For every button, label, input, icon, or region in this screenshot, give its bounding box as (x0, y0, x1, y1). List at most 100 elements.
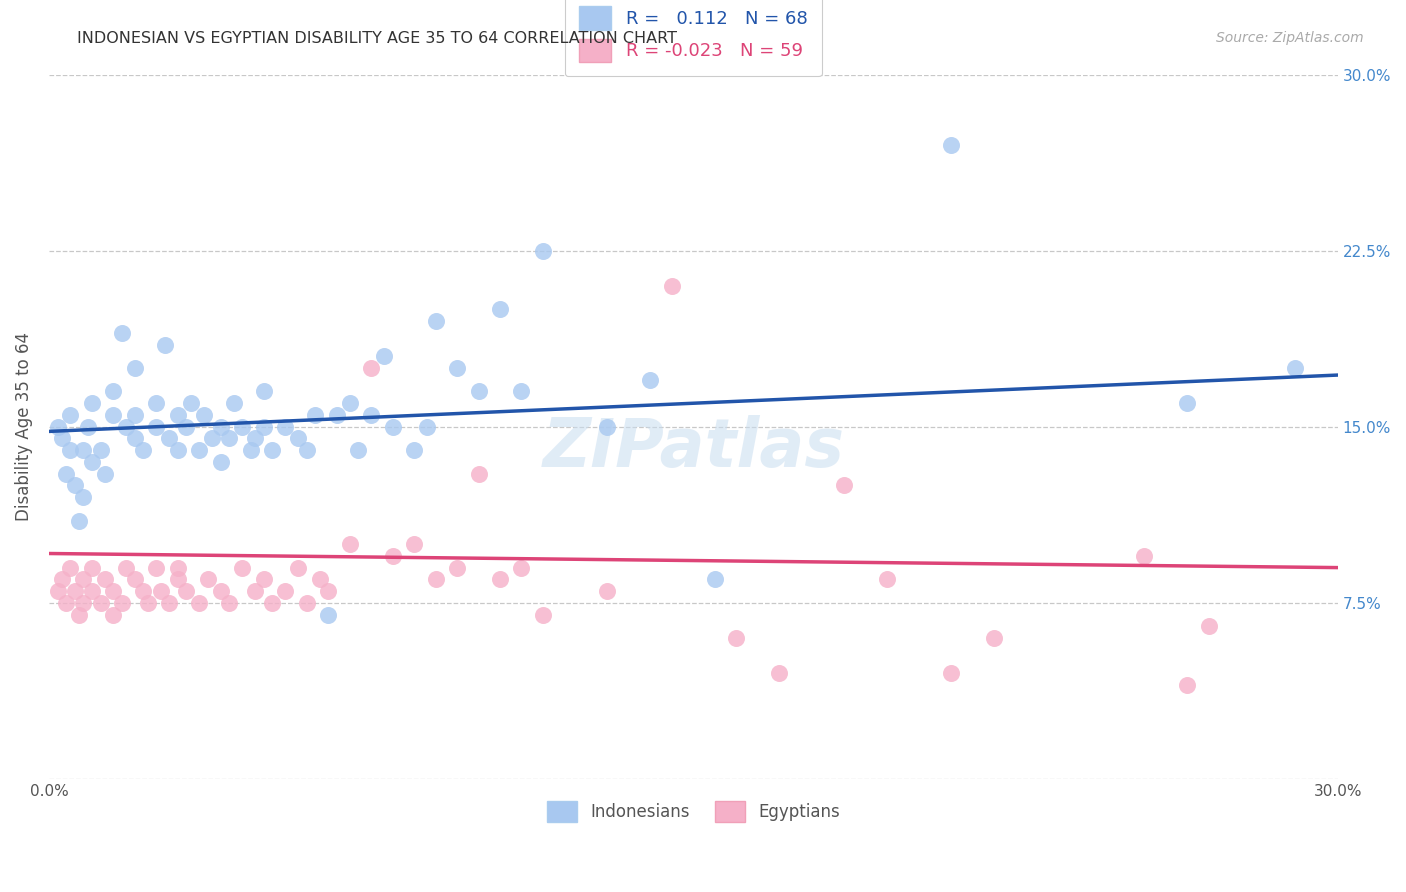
Text: Source: ZipAtlas.com: Source: ZipAtlas.com (1216, 31, 1364, 45)
Point (596, 584, 619, 599)
Point (1175, 678, 1198, 692)
Point (76, 419, 98, 434)
Point (132, 584, 155, 599)
Point (72, 572, 94, 586)
Point (94, 572, 117, 586)
Point (725, 631, 748, 645)
Point (231, 419, 253, 434)
Point (274, 419, 297, 434)
Point (176, 419, 198, 434)
Point (166, 560, 188, 574)
Point (274, 584, 297, 599)
Point (124, 572, 146, 586)
Point (111, 326, 134, 340)
Point (46, 419, 69, 434)
Point (339, 396, 361, 410)
Point (222, 396, 245, 410)
Text: INDONESIAN VS EGYPTIAN DISABILITY AGE 35 TO 64 CORRELATION CHART: INDONESIAN VS EGYPTIAN DISABILITY AGE 35… (77, 31, 678, 46)
Point (531, 607, 554, 622)
Point (180, 396, 202, 410)
Point (124, 361, 146, 376)
Point (446, 361, 468, 376)
Point (287, 560, 309, 574)
Point (939, 138, 962, 153)
Point (80, 396, 103, 410)
Text: ZIPatlas: ZIPatlas (543, 415, 845, 481)
Point (416, 419, 439, 434)
Point (983, 631, 1005, 645)
Point (832, 478, 855, 492)
Point (188, 596, 211, 610)
Point (218, 432, 240, 446)
Point (510, 560, 533, 574)
Point (89, 596, 111, 610)
Point (1198, 619, 1220, 633)
Point (446, 560, 468, 574)
Point (157, 432, 180, 446)
Point (103, 384, 125, 399)
Point (46, 584, 69, 599)
Point (262, 596, 284, 610)
Point (253, 419, 276, 434)
Point (381, 549, 404, 563)
Point (304, 408, 326, 422)
Point (111, 596, 134, 610)
Point (1284, 361, 1306, 376)
Point (295, 443, 318, 458)
Point (425, 314, 447, 328)
Point (145, 560, 167, 574)
Point (596, 419, 619, 434)
Point (231, 560, 253, 574)
Point (308, 572, 330, 586)
Point (132, 443, 155, 458)
Point (262, 443, 284, 458)
Point (373, 349, 395, 363)
Point (209, 419, 232, 434)
Point (201, 432, 224, 446)
Point (209, 455, 232, 469)
Point (404, 537, 426, 551)
Point (80, 455, 103, 469)
Point (316, 607, 339, 622)
Y-axis label: Disability Age 35 to 64: Disability Age 35 to 64 (15, 332, 32, 521)
Point (63, 478, 86, 492)
Point (89, 443, 111, 458)
Point (59, 560, 82, 574)
Point (209, 584, 232, 599)
Point (72, 443, 94, 458)
Point (347, 443, 370, 458)
Point (339, 537, 361, 551)
Point (51, 432, 73, 446)
Point (124, 408, 146, 422)
Point (67, 514, 90, 528)
Point (115, 560, 138, 574)
Point (640, 373, 662, 387)
Point (360, 361, 382, 376)
Point (531, 244, 554, 258)
Point (166, 408, 188, 422)
Point (176, 584, 198, 599)
Point (243, 584, 266, 599)
Point (381, 419, 404, 434)
Point (103, 584, 125, 599)
Point (360, 408, 382, 422)
Point (253, 384, 276, 399)
Point (103, 607, 125, 622)
Point (136, 596, 159, 610)
Point (197, 572, 219, 586)
Point (425, 572, 447, 586)
Point (287, 432, 309, 446)
Point (326, 408, 349, 422)
Point (153, 337, 176, 351)
Point (876, 572, 898, 586)
Point (218, 596, 240, 610)
Point (768, 666, 790, 681)
Point (72, 490, 94, 504)
Point (80, 584, 103, 599)
Point (1175, 396, 1198, 410)
Point (72, 596, 94, 610)
Point (55, 467, 77, 481)
Point (1133, 549, 1156, 563)
Point (166, 443, 188, 458)
Point (124, 432, 146, 446)
